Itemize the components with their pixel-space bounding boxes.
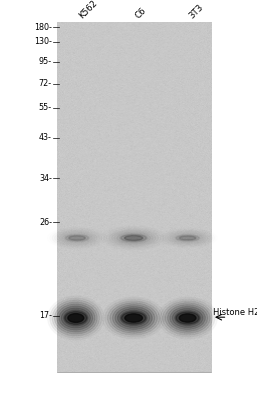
Ellipse shape <box>124 236 143 240</box>
Text: 72-: 72- <box>39 80 52 88</box>
Text: 3T3: 3T3 <box>188 2 205 20</box>
Ellipse shape <box>163 301 213 335</box>
Text: 43-: 43- <box>39 134 52 142</box>
Ellipse shape <box>122 312 146 324</box>
Ellipse shape <box>68 314 84 322</box>
Ellipse shape <box>57 304 95 332</box>
Ellipse shape <box>125 314 142 322</box>
Ellipse shape <box>121 234 146 242</box>
Text: 95-: 95- <box>39 58 52 66</box>
Text: 180-: 180- <box>34 23 52 32</box>
Ellipse shape <box>179 236 196 240</box>
Ellipse shape <box>113 305 155 331</box>
Text: C6: C6 <box>134 6 148 20</box>
Ellipse shape <box>115 307 152 330</box>
Ellipse shape <box>59 306 93 330</box>
Bar <box>57 22 211 372</box>
Ellipse shape <box>52 300 99 336</box>
Text: 55-: 55- <box>39 104 52 112</box>
Ellipse shape <box>118 308 150 328</box>
Ellipse shape <box>61 308 90 328</box>
Text: 26-: 26- <box>39 218 52 226</box>
Ellipse shape <box>165 303 210 333</box>
Ellipse shape <box>64 310 88 326</box>
Text: Histone H2A.Z: Histone H2A.Z <box>213 308 257 318</box>
Ellipse shape <box>176 312 199 324</box>
Text: 130-: 130- <box>34 38 52 46</box>
Ellipse shape <box>65 312 87 324</box>
Ellipse shape <box>66 235 89 241</box>
Ellipse shape <box>175 310 200 326</box>
Text: 17-: 17- <box>39 312 52 320</box>
Ellipse shape <box>120 310 147 326</box>
Ellipse shape <box>179 314 196 322</box>
Ellipse shape <box>172 308 203 328</box>
Ellipse shape <box>168 305 208 331</box>
Ellipse shape <box>107 301 160 335</box>
Ellipse shape <box>54 302 97 334</box>
Text: 34-: 34- <box>39 174 52 182</box>
Ellipse shape <box>176 235 199 241</box>
Text: K562: K562 <box>77 0 99 20</box>
Ellipse shape <box>170 307 205 330</box>
Ellipse shape <box>69 236 85 240</box>
Ellipse shape <box>110 303 157 333</box>
Ellipse shape <box>120 234 148 242</box>
